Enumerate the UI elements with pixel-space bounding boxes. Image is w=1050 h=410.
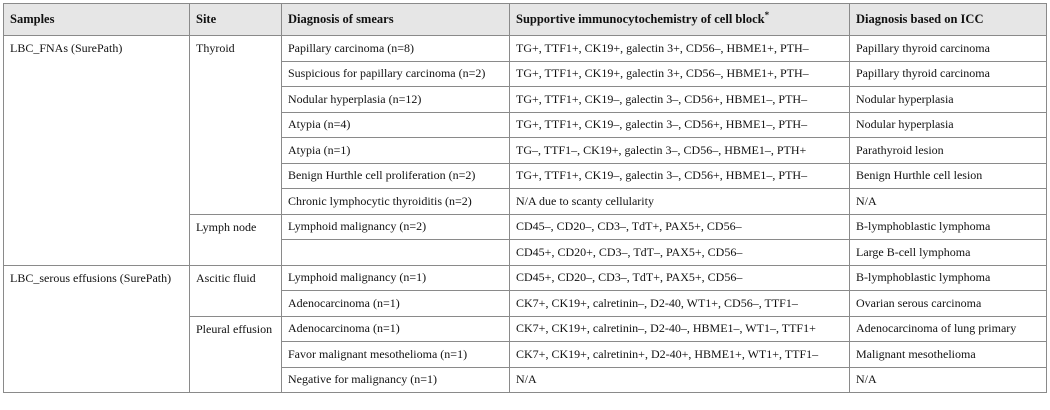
smear-diagnosis-cell: Chronic lymphocytic thyroiditis (n=2) <box>281 188 510 215</box>
table-row: Pleural effusion Adenocarcinoma (n=1) CK7+… <box>4 315 1047 393</box>
icc-diagnosis-cell: B-lymphoblastic lymphoma <box>849 213 1047 240</box>
table-row: LBC_serous effusions (SurePath) Ascitic f… <box>3 264 1047 393</box>
header-immunocytochemistry: Supportive immunocytochemistry of cell b… <box>509 3 850 36</box>
icc-diagnosis-cell: Parathyroid lesion <box>849 137 1047 164</box>
immunocytochemistry-cell: CK7+, CK19+, calretinin+, D2-40+, HBME1+… <box>509 341 850 368</box>
table-row: Benign Hurthle cell proliferation (n=2) T… <box>4 162 1047 189</box>
icc-diagnosis-cell: Adenocarcinoma of lung primary <box>849 315 1047 342</box>
site-cell: Thyroid <box>189 35 282 215</box>
site-cell: Lymph node <box>189 213 282 266</box>
icc-results-table: Samples Site Diagnosis of smears Support… <box>3 3 1047 393</box>
immunocytochemistry-cell: N/A due to scanty cellularity <box>509 188 850 215</box>
smear-diagnosis-cell: Adenocarcinoma (n=1) <box>281 315 510 342</box>
icc-diagnosis-cell: Ovarian serous carcinoma <box>849 290 1047 317</box>
table-row: LBC_FNAs (SurePath) Thyroid Papillary carc… <box>3 35 1047 266</box>
table-body: LBC_FNAs (SurePath) Thyroid Papillary carc… <box>3 35 1047 393</box>
table-row: Favor malignant mesothelioma (n=1) CK7+, … <box>4 341 1047 368</box>
header-site: Site <box>189 3 282 36</box>
table-row: Atypia (n=4) TG+, TTF1+, CK19–, galectin … <box>4 111 1047 138</box>
sample-cell: LBC_FNAs (SurePath) <box>3 35 190 266</box>
table-row: Nodular hyperplasia (n=12) TG+, TTF1+, CK… <box>4 86 1047 113</box>
table-row: Suspicious for papillary carcinoma (n=2)… <box>4 60 1047 87</box>
smear-diagnosis-cell: Papillary carcinoma (n=8) <box>281 35 510 62</box>
smear-diagnosis-cell: Adenocarcinoma (n=1) <box>281 290 510 317</box>
immunocytochemistry-cell: N/A <box>509 366 850 393</box>
smear-diagnosis-cell: Atypia (n=4) <box>281 111 510 138</box>
immunocytochemistry-cell: TG+, TTF1+, CK19–, galectin 3–, CD56+, H… <box>509 111 850 138</box>
icc-diagnosis-cell: Nodular hyperplasia <box>849 86 1047 113</box>
immunocytochemistry-cell: CD45–, CD20–, CD3–, TdT+, PAX5+, CD56– <box>509 213 850 240</box>
smear-diagnosis-cell: Favor malignant mesothelioma (n=1) <box>281 341 510 368</box>
immunocytochemistry-cell: TG–, TTF1–, CK19+, galectin 3–, CD56–, H… <box>509 137 850 164</box>
icc-diagnosis-cell: Papillary thyroid carcinoma <box>849 35 1047 62</box>
site-cell: Pleural effusion <box>189 315 282 393</box>
table-row: Chronic lymphocytic thyroiditis (n=2) N/A… <box>4 188 1047 215</box>
icc-diagnosis-cell: N/A <box>849 366 1047 393</box>
sample-cell: LBC_serous effusions (SurePath) <box>3 264 190 393</box>
immunocytochemistry-cell: TG+, TTF1+, CK19–, galectin 3–, CD56+, H… <box>509 86 850 113</box>
icc-diagnosis-cell: Papillary thyroid carcinoma <box>849 60 1047 87</box>
table-row: Negative for malignancy (n=1) N/A N/A <box>4 366 1047 393</box>
immunocytochemistry-cell: CD45+, CD20+, CD3–, TdT–, PAX5+, CD56– <box>509 239 850 266</box>
icc-diagnosis-cell: Nodular hyperplasia <box>849 111 1047 138</box>
immunocytochemistry-cell: TG+, TTF1+, CK19–, galectin 3–, CD56+, H… <box>509 162 850 189</box>
immunocytochemistry-cell: CK7+, CK19+, calretinin–, D2-40, WT1+, C… <box>509 290 850 317</box>
icc-diagnosis-cell: Benign Hurthle cell lesion <box>849 162 1047 189</box>
immunocytochemistry-cell: TG+, TTF1+, CK19+, galectin 3+, CD56–, H… <box>509 35 850 62</box>
header-diagnosis-of-smears: Diagnosis of smears <box>281 3 510 36</box>
icc-diagnosis-cell: N/A <box>849 188 1047 215</box>
icc-diagnosis-cell: Malignant mesothelioma <box>849 341 1047 368</box>
icc-diagnosis-cell: B-lymphoblastic lymphoma <box>849 264 1047 291</box>
table-row: Lymph node Lymphoid malignancy (n=2) CD45–… <box>4 213 1047 266</box>
smear-diagnosis-cell <box>281 239 510 266</box>
smear-diagnosis-cell: Lymphoid malignancy (n=2) <box>281 213 510 240</box>
site-cell: Ascitic fluid <box>189 264 282 317</box>
icc-diagnosis-cell: Large B-cell lymphoma <box>849 239 1047 266</box>
immunocytochemistry-cell: CD45+, CD20–, CD3–, TdT+, PAX5+, CD56– <box>509 264 850 291</box>
immunocytochemistry-cell: TG+, TTF1+, CK19+, galectin 3+, CD56–, H… <box>509 60 850 87</box>
smear-diagnosis-cell: Suspicious for papillary carcinoma (n=2) <box>281 60 510 87</box>
table-row: CD45+, CD20+, CD3–, TdT–, PAX5+, CD56– La… <box>4 239 1047 266</box>
footnote-marker: * <box>764 9 770 20</box>
header-immunocytochemistry-label: Supportive immunocytochemistry of cell b… <box>516 12 765 26</box>
header-samples: Samples <box>3 3 190 36</box>
header-diagnosis-based-on-icc: Diagnosis based on ICC <box>849 3 1047 36</box>
table-row: Atypia (n=1) TG–, TTF1–, CK19+, galectin … <box>4 137 1047 164</box>
table-row: Adenocarcinoma (n=1) CK7+, CK19+, calreti… <box>4 290 1047 317</box>
immunocytochemistry-cell: CK7+, CK19+, calretinin–, D2-40–, HBME1–… <box>509 315 850 342</box>
smear-diagnosis-cell: Nodular hyperplasia (n=12) <box>281 86 510 113</box>
smear-diagnosis-cell: Atypia (n=1) <box>281 137 510 164</box>
smear-diagnosis-cell: Lymphoid malignancy (n=1) <box>281 264 510 291</box>
smear-diagnosis-cell: Benign Hurthle cell proliferation (n=2) <box>281 162 510 189</box>
smear-diagnosis-cell: Negative for malignancy (n=1) <box>281 366 510 393</box>
header-row: Samples Site Diagnosis of smears Support… <box>3 3 1047 36</box>
